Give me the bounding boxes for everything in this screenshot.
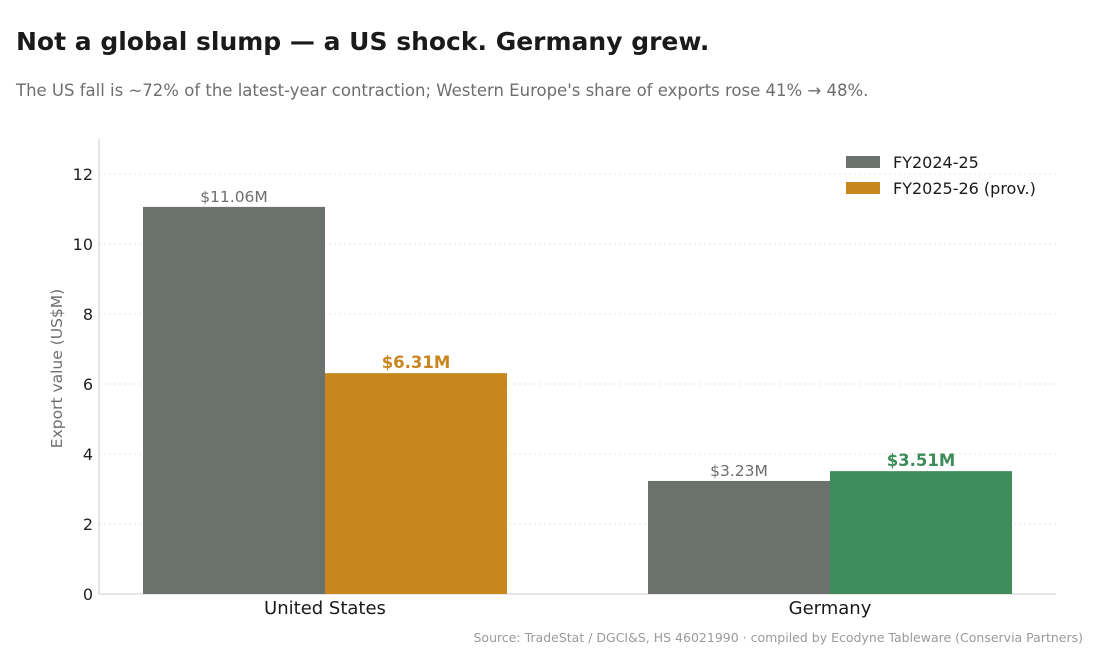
chart-subtitle: The US fall is ~72% of the latest-year c… <box>16 81 869 100</box>
bar <box>325 373 507 594</box>
legend-label: FY2025-26 (prov.) <box>893 179 1036 198</box>
data-label: $6.31M <box>382 353 451 372</box>
y-tick-label: 2 <box>83 515 93 534</box>
source-note: Source: TradeStat / DGCI&S, HS 46021990 … <box>473 630 1084 645</box>
y-tick-label: 4 <box>83 445 93 464</box>
legend-label: FY2024-25 <box>893 153 979 172</box>
chart-title: Not a global slump — a US shock. Germany… <box>16 27 710 56</box>
y-tick-label: 10 <box>73 235 93 254</box>
data-label: $3.23M <box>710 462 768 480</box>
y-axis-label: Export value (US$M) <box>48 289 66 448</box>
bar <box>648 480 830 594</box>
x-tick-label: Germany <box>789 598 872 619</box>
bar <box>143 206 325 594</box>
y-tick-label: 8 <box>83 305 93 324</box>
legend-swatch <box>846 182 880 194</box>
bar <box>830 471 1012 594</box>
x-tick-label: United States <box>264 598 386 619</box>
y-tick-label: 6 <box>83 375 93 394</box>
y-tick-label: 0 <box>83 585 93 604</box>
data-label: $11.06M <box>200 188 268 206</box>
data-label: $3.51M <box>887 451 956 470</box>
y-tick-label: 12 <box>73 165 93 184</box>
legend-swatch <box>846 156 880 168</box>
